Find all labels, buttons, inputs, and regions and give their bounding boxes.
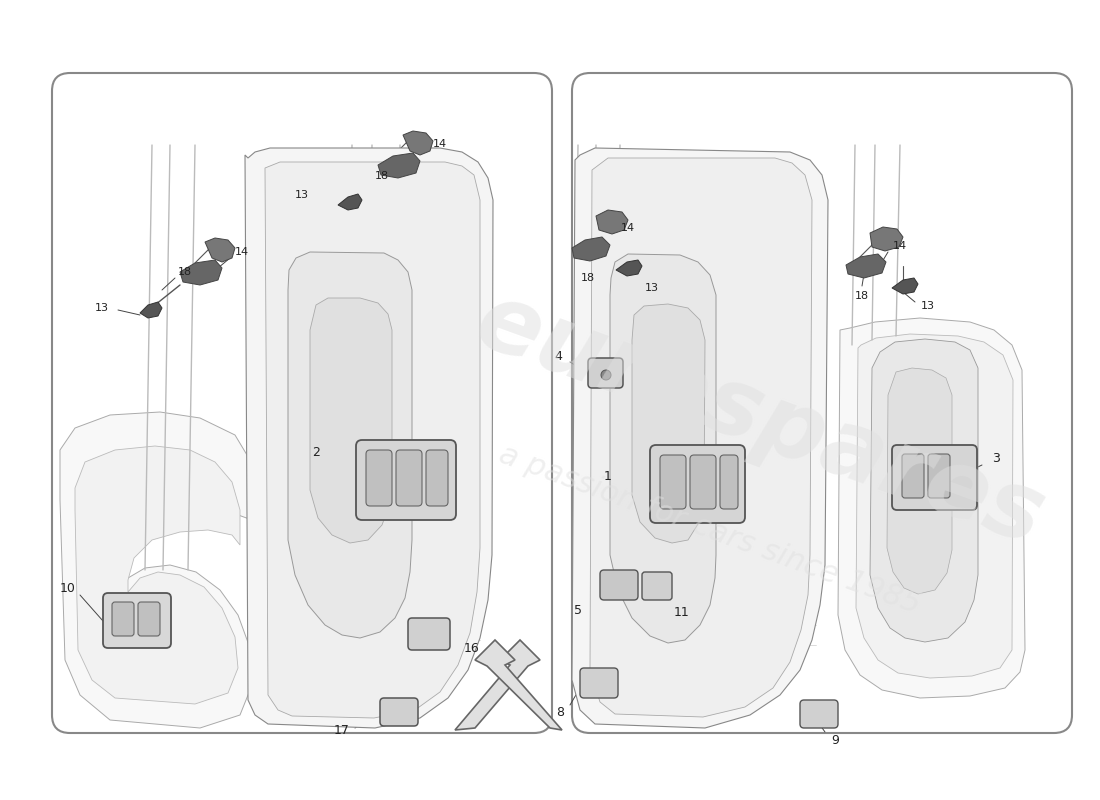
Polygon shape [338, 194, 362, 210]
FancyBboxPatch shape [690, 455, 716, 509]
Text: 5: 5 [574, 603, 582, 617]
Text: 18: 18 [375, 171, 389, 181]
Polygon shape [60, 412, 255, 728]
Text: 14: 14 [893, 241, 907, 251]
FancyBboxPatch shape [396, 450, 422, 506]
Text: a passion for cars since 1985: a passion for cars since 1985 [495, 440, 925, 620]
FancyBboxPatch shape [928, 454, 950, 498]
Polygon shape [475, 640, 562, 730]
FancyBboxPatch shape [902, 454, 924, 498]
Polygon shape [846, 254, 886, 278]
Text: 13: 13 [95, 303, 109, 313]
Polygon shape [310, 298, 392, 543]
Polygon shape [887, 368, 952, 594]
FancyBboxPatch shape [660, 455, 686, 509]
FancyBboxPatch shape [408, 618, 450, 650]
Text: 3: 3 [992, 451, 1000, 465]
FancyBboxPatch shape [366, 450, 392, 506]
Text: 17: 17 [334, 723, 350, 737]
Polygon shape [596, 210, 628, 234]
Text: 14: 14 [620, 223, 635, 233]
FancyBboxPatch shape [138, 602, 160, 636]
Polygon shape [378, 153, 420, 178]
Polygon shape [870, 339, 978, 642]
Polygon shape [245, 148, 493, 728]
Polygon shape [610, 254, 716, 643]
Polygon shape [572, 237, 610, 261]
Text: 18: 18 [178, 267, 192, 277]
Text: eurospares: eurospares [463, 274, 1056, 566]
Polygon shape [590, 158, 812, 717]
FancyBboxPatch shape [892, 445, 977, 510]
FancyBboxPatch shape [356, 440, 456, 520]
Polygon shape [180, 260, 222, 285]
FancyBboxPatch shape [572, 73, 1072, 733]
Text: 1: 1 [604, 470, 612, 482]
Text: 18: 18 [581, 273, 595, 283]
Text: 9: 9 [832, 734, 839, 746]
Polygon shape [870, 227, 903, 251]
Text: 14: 14 [433, 139, 447, 149]
FancyBboxPatch shape [800, 700, 838, 728]
Text: 4: 4 [554, 350, 562, 362]
Text: 10: 10 [60, 582, 76, 594]
Polygon shape [838, 318, 1025, 698]
FancyBboxPatch shape [426, 450, 448, 506]
FancyBboxPatch shape [52, 73, 552, 733]
Text: 13: 13 [295, 190, 309, 200]
FancyBboxPatch shape [580, 668, 618, 698]
FancyBboxPatch shape [600, 570, 638, 600]
Polygon shape [205, 238, 235, 262]
FancyBboxPatch shape [103, 593, 170, 648]
Polygon shape [892, 278, 918, 294]
Polygon shape [856, 334, 1013, 678]
FancyBboxPatch shape [642, 572, 672, 600]
Text: 2: 2 [312, 446, 320, 458]
Text: 14: 14 [235, 247, 249, 257]
Polygon shape [288, 252, 412, 638]
Text: 8: 8 [556, 706, 564, 718]
FancyBboxPatch shape [112, 602, 134, 636]
Polygon shape [455, 640, 540, 730]
FancyBboxPatch shape [720, 455, 738, 509]
Text: 13: 13 [645, 283, 659, 293]
Polygon shape [632, 304, 705, 543]
FancyBboxPatch shape [588, 358, 623, 388]
Text: 13: 13 [921, 301, 935, 311]
Circle shape [601, 370, 610, 380]
FancyBboxPatch shape [379, 698, 418, 726]
Text: 18: 18 [855, 291, 869, 301]
Text: 16: 16 [464, 642, 480, 654]
Polygon shape [616, 260, 642, 276]
Polygon shape [140, 302, 162, 318]
Text: 11: 11 [674, 606, 690, 619]
Polygon shape [403, 131, 433, 155]
Polygon shape [265, 162, 480, 718]
FancyBboxPatch shape [650, 445, 745, 523]
Polygon shape [572, 148, 828, 728]
Polygon shape [75, 446, 240, 704]
